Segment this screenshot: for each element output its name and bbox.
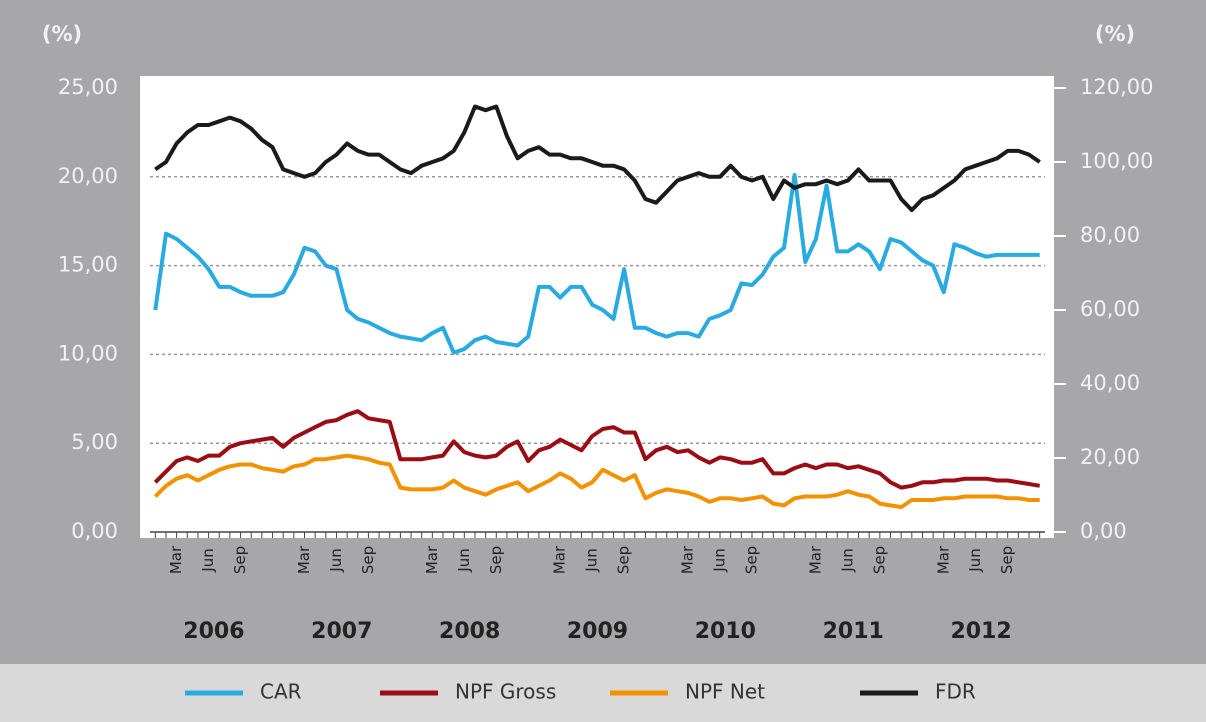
y2-tick-label: 40,00 bbox=[1080, 371, 1140, 395]
x-tick-label: Jun bbox=[199, 548, 217, 572]
series-line bbox=[153, 409, 1041, 490]
year-label: 2006 bbox=[183, 619, 244, 644]
y2-tick-label: 80,00 bbox=[1080, 223, 1140, 247]
x-tick-label: Jun bbox=[966, 548, 984, 572]
y-tick-label: 5,00 bbox=[71, 430, 118, 454]
x-tick-label: Jun bbox=[838, 548, 856, 572]
legend-label: NPF Net bbox=[685, 680, 765, 704]
x-tick-label: Jun bbox=[711, 548, 729, 572]
y-tick-label: 10,00 bbox=[58, 341, 118, 365]
x-tick-label: Mar bbox=[551, 545, 569, 574]
y-tick-label: 0,00 bbox=[71, 519, 118, 543]
year-label: 2010 bbox=[695, 619, 756, 644]
x-tick-label: Jun bbox=[327, 548, 345, 572]
y-tick-label: 25,00 bbox=[58, 75, 118, 99]
x-tick-label: Sep bbox=[487, 546, 505, 574]
x-tick-label: Sep bbox=[742, 546, 760, 574]
y2-axis-title: (%) bbox=[1095, 22, 1135, 46]
year-label: 2008 bbox=[439, 619, 500, 644]
year-label: 2011 bbox=[823, 619, 884, 644]
y2-tick-label: 120,00 bbox=[1080, 75, 1153, 99]
year-label: 2007 bbox=[311, 619, 372, 644]
legend-label: FDR bbox=[935, 680, 976, 704]
x-tick-label: Mar bbox=[423, 545, 441, 574]
legend-band bbox=[0, 664, 1206, 722]
x-tick-label: Mar bbox=[934, 545, 952, 574]
y-axis-title: (%) bbox=[42, 22, 82, 46]
x-tick-label: Sep bbox=[231, 546, 249, 574]
y2-tick-label: 20,00 bbox=[1080, 445, 1140, 469]
x-tick-label: Mar bbox=[295, 545, 313, 574]
series-line bbox=[154, 104, 1041, 213]
x-tick-label: Mar bbox=[679, 545, 697, 574]
legend-label: CAR bbox=[260, 680, 302, 704]
series-line bbox=[153, 453, 1040, 510]
x-tick-label: Jun bbox=[583, 548, 601, 572]
x-tick-label: Sep bbox=[615, 546, 633, 574]
x-tick-label: Sep bbox=[870, 546, 888, 574]
series-line bbox=[153, 173, 1040, 355]
y-tick-label: 20,00 bbox=[58, 164, 118, 188]
y-tick-label: 15,00 bbox=[58, 253, 118, 277]
legend-label: NPF Gross bbox=[455, 680, 556, 704]
year-label: 2012 bbox=[950, 619, 1011, 644]
x-tick-label: Sep bbox=[998, 546, 1016, 574]
year-label: 2009 bbox=[567, 619, 628, 644]
x-tick-label: Jun bbox=[455, 548, 473, 572]
y2-tick-label: 0,00 bbox=[1080, 519, 1127, 543]
x-tick-label: Mar bbox=[806, 545, 824, 574]
x-tick-label: Mar bbox=[167, 545, 185, 574]
y2-tick-label: 100,00 bbox=[1080, 149, 1153, 173]
x-tick-label: Sep bbox=[359, 546, 377, 574]
y2-tick-label: 60,00 bbox=[1080, 297, 1140, 321]
